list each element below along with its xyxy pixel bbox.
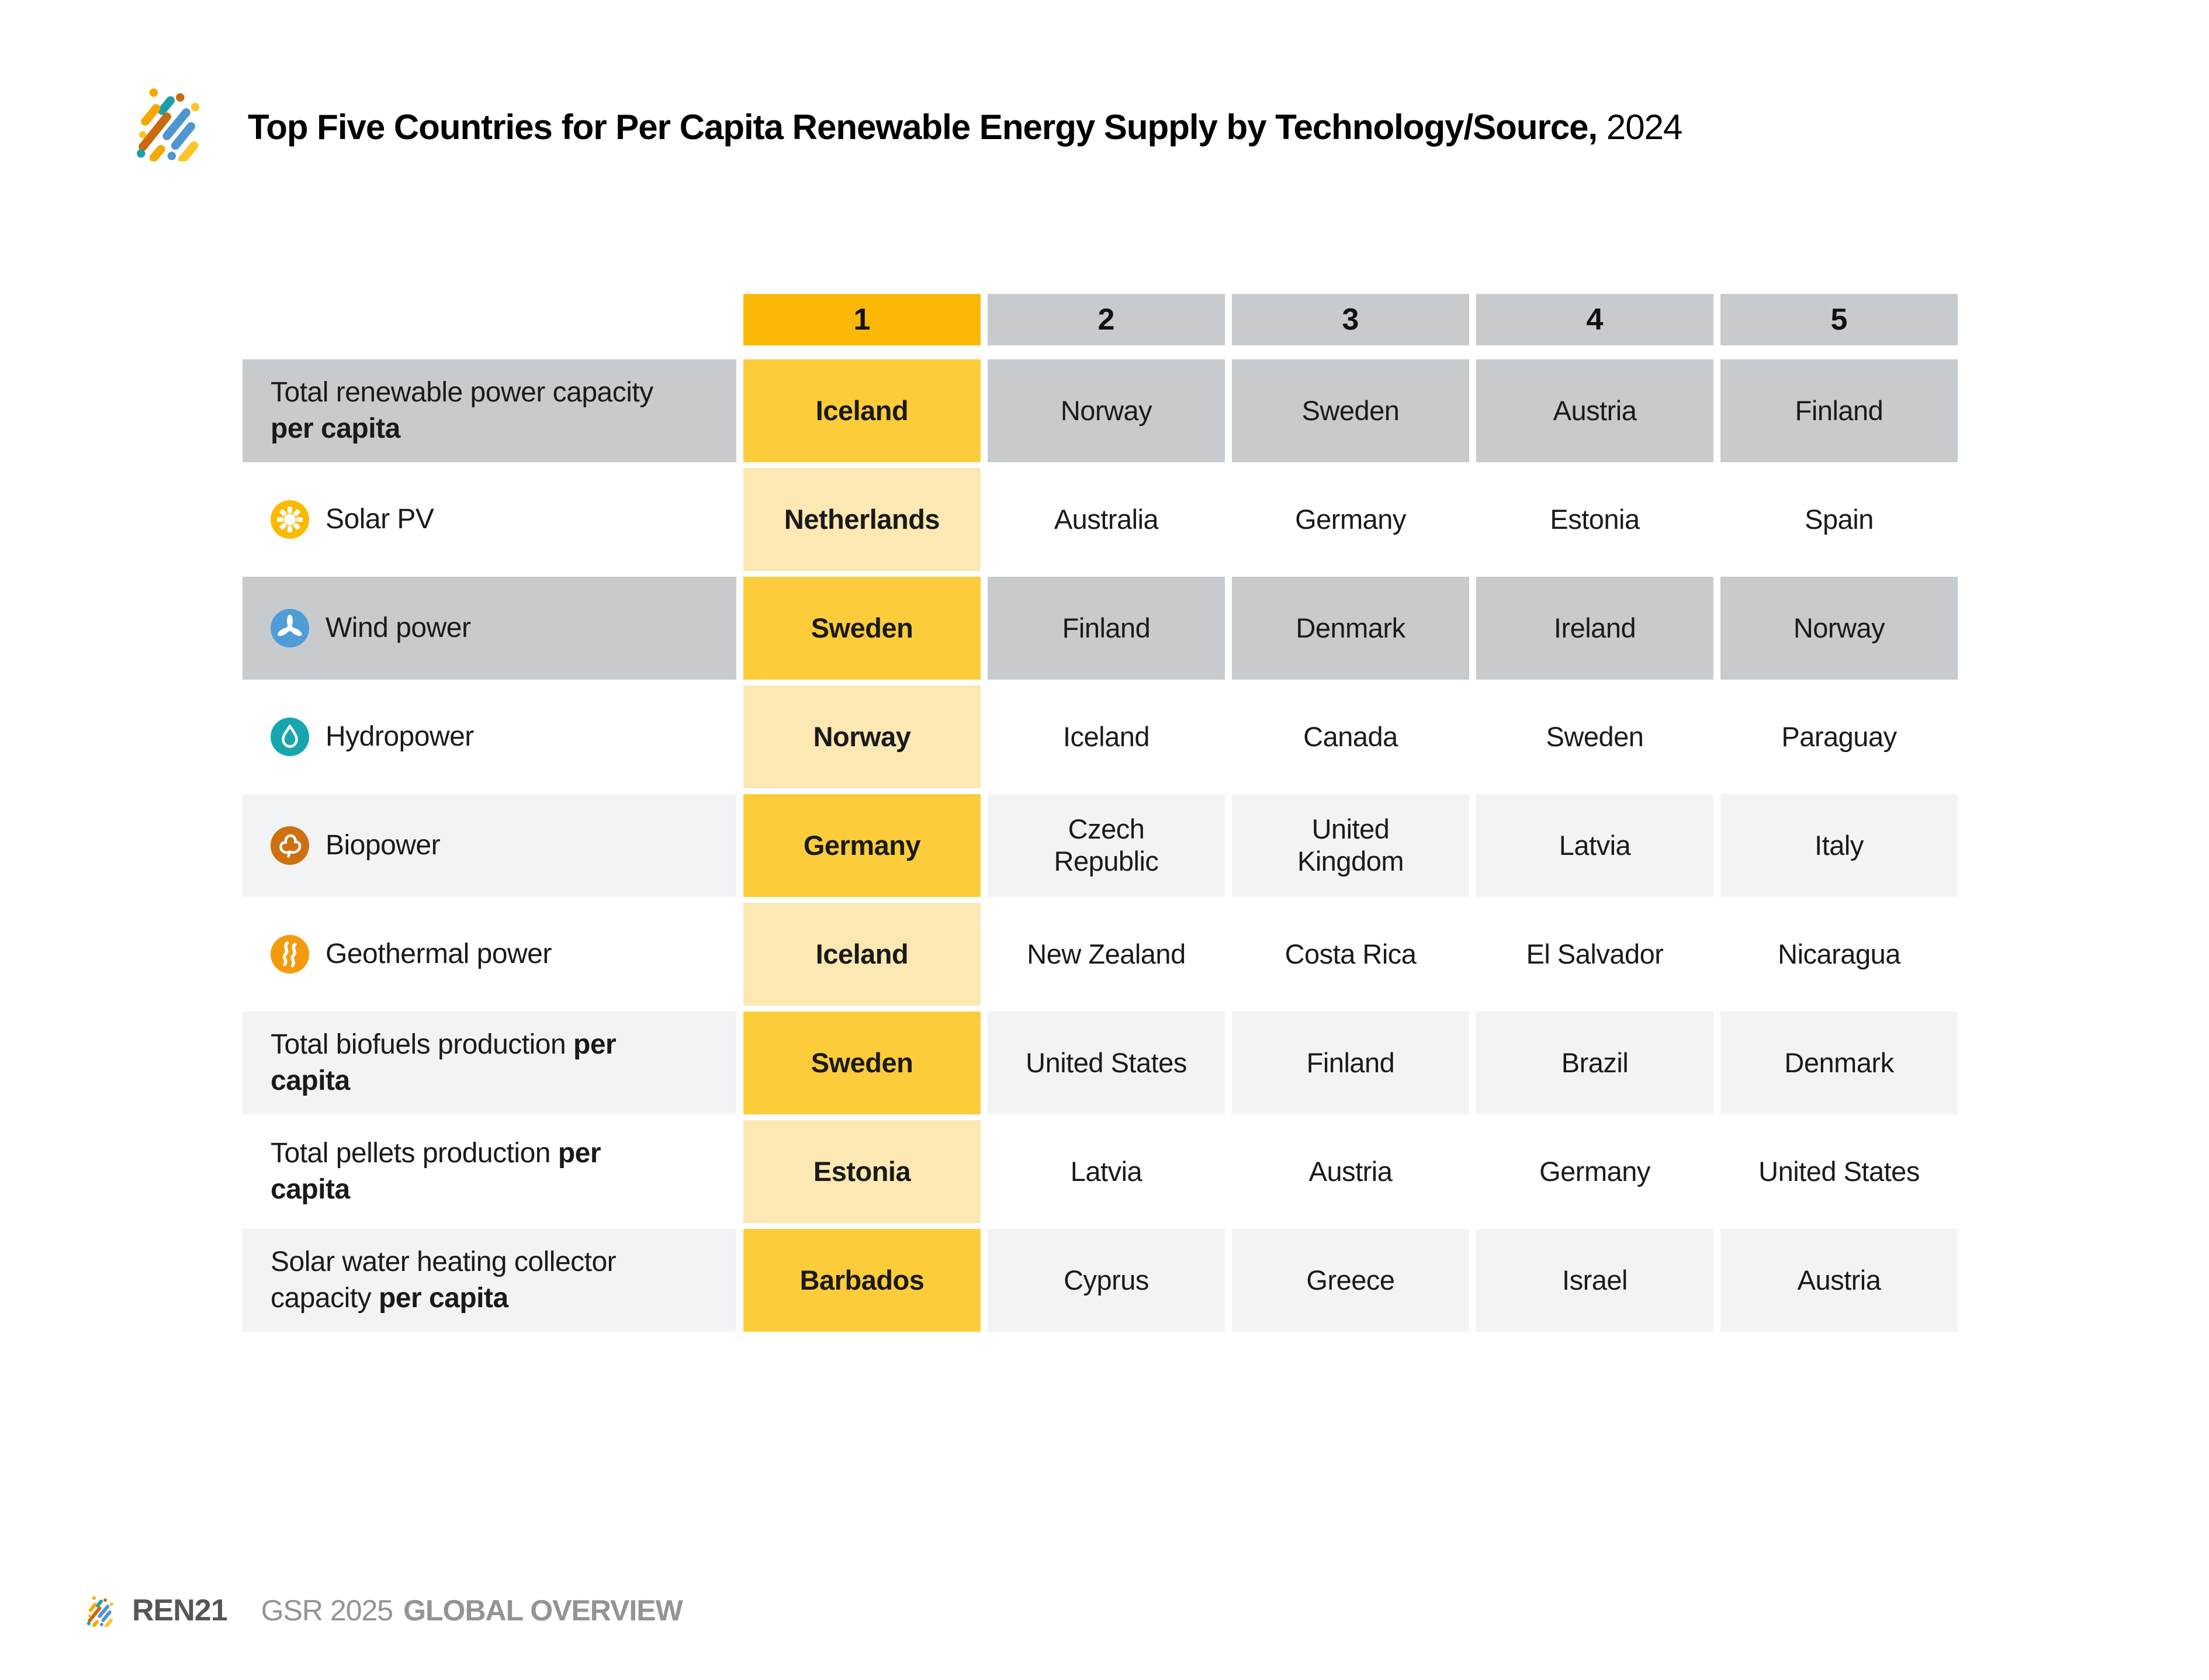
hydropower-icon [271, 718, 309, 756]
row-label-text: Solar water heating collector capacity [271, 1246, 617, 1314]
rank-cell: Greece [1232, 1229, 1469, 1332]
row-label-text: Total renewable power capacity [271, 376, 653, 408]
rank-cell: Brazil [1476, 1012, 1713, 1114]
rank-cell: Sweden [1232, 359, 1469, 462]
rank-cell: Denmark [1232, 577, 1469, 680]
rank-cell: Sweden [1476, 685, 1713, 788]
row-label-bold: per capita [271, 1137, 601, 1205]
ren21-logo [136, 83, 214, 164]
rank-cell: Denmark [1720, 1012, 1958, 1114]
solar-pv-icon [271, 500, 309, 539]
row-label-text: Solar PV [326, 503, 434, 535]
rank1-cell: Iceland [743, 359, 981, 462]
rank1-cell: Barbados [743, 1229, 981, 1332]
rank-header-4: 4 [1476, 294, 1713, 345]
row-label-text: Hydropower [326, 721, 474, 752]
page-title-year: 2024 [1606, 108, 1682, 147]
rank-cell: Nicaragua [1720, 903, 1958, 1006]
row-label-total-biofuels: Total biofuels production per capita [243, 1012, 736, 1114]
row-label-text: Biopower [326, 829, 441, 861]
rank-cell: Iceland [988, 685, 1225, 788]
wind-power-icon [271, 609, 309, 647]
rank-header-row: 1 2 3 4 5 [743, 294, 1958, 345]
footer-report-name: GSR 2025 [261, 1594, 393, 1627]
rank-cell: New Zealand [988, 903, 1225, 1006]
footer-brand: REN21 [132, 1594, 228, 1627]
rank-header-3: 3 [1232, 294, 1469, 345]
geothermal-power-icon [271, 935, 309, 974]
row-label-text: Total pellets production [271, 1137, 550, 1169]
row-label-bold: per capita [378, 1283, 508, 1314]
row-label-total-pellets: Total pellets production per capita [243, 1120, 736, 1223]
rank-cell: Canada [1232, 685, 1469, 788]
rank-cell: Ireland [1476, 577, 1713, 680]
rank-cell: Austria [1232, 1120, 1469, 1223]
rank-cell: Norway [988, 359, 1225, 462]
rank1-cell: Germany [743, 794, 981, 897]
rank-cell: El Salvador [1476, 903, 1713, 1006]
row-label-solar-water-heating: Solar water heating collector capacity p… [243, 1229, 736, 1332]
rank-cell: United Kingdom [1232, 794, 1469, 897]
rank-cell: Finland [1232, 1012, 1469, 1114]
rank-header-5: 5 [1720, 294, 1958, 345]
rank-cell: Australia [988, 468, 1225, 571]
rank-cell: United States [988, 1012, 1225, 1114]
row-label-solar-pv: Solar PV [243, 468, 736, 571]
rank-cell: Cyprus [988, 1229, 1225, 1332]
rank-cell: Germany [1476, 1120, 1713, 1223]
row-label-biopower: Biopower [243, 794, 736, 897]
footer-section-name: GLOBAL OVERVIEW [403, 1594, 683, 1627]
rank-cell: Austria [1476, 359, 1713, 462]
rank-cell: Finland [988, 577, 1225, 680]
rank1-cell: Netherlands [743, 468, 981, 571]
row-label-bold: per capita [271, 1028, 617, 1096]
rank-cell: Israel [1476, 1229, 1713, 1332]
rankings-table: Total renewable power capacity per capit… [243, 359, 1958, 1332]
row-label-text: Wind power [326, 612, 471, 643]
row-label-geothermal-power: Geothermal power [243, 903, 736, 1006]
rank-cell: Czech Republic [988, 794, 1225, 897]
row-label-text: Total biofuels production [271, 1028, 566, 1060]
row-label-hydropower: Hydropower [243, 685, 736, 788]
rank-cell: Spain [1720, 468, 1958, 571]
rank-header-1: 1 [743, 294, 981, 345]
page-title-main: Top Five Countries for Per Capita Renewa… [248, 108, 1598, 147]
rank-cell: Austria [1720, 1229, 1958, 1332]
rank-cell: Costa Rica [1232, 903, 1469, 1006]
rank1-cell: Norway [743, 685, 981, 788]
rank-cell: Italy [1720, 794, 1958, 897]
rank1-cell: Sweden [743, 1012, 981, 1114]
rank-header-2: 2 [988, 294, 1225, 345]
rank-cell: United States [1720, 1120, 1958, 1223]
row-label-text: Geothermal power [326, 938, 552, 969]
rank-cell: Germany [1232, 468, 1469, 571]
rank-cell: Paraguay [1720, 685, 1958, 788]
page-title: Top Five Countries for Per Capita Renewa… [248, 106, 1682, 148]
rank-cell: Estonia [1476, 468, 1713, 571]
row-label-bold: per capita [271, 413, 400, 444]
rank-cell: Norway [1720, 577, 1958, 680]
rank-cell: Latvia [1476, 794, 1713, 897]
rank-cell: Finland [1720, 359, 1958, 462]
row-label-wind-power: Wind power [243, 577, 736, 680]
rank1-cell: Iceland [743, 903, 981, 1006]
rank1-cell: Sweden [743, 577, 981, 680]
row-label-total-renewable-power: Total renewable power capacity per capit… [243, 359, 736, 462]
rank1-cell: Estonia [743, 1120, 981, 1223]
rank-cell: Latvia [988, 1120, 1225, 1223]
biopower-icon [271, 826, 309, 865]
footer: REN21 GSR 2025 GLOBAL OVERVIEW [86, 1593, 683, 1628]
ren21-footer-logo [86, 1594, 119, 1628]
